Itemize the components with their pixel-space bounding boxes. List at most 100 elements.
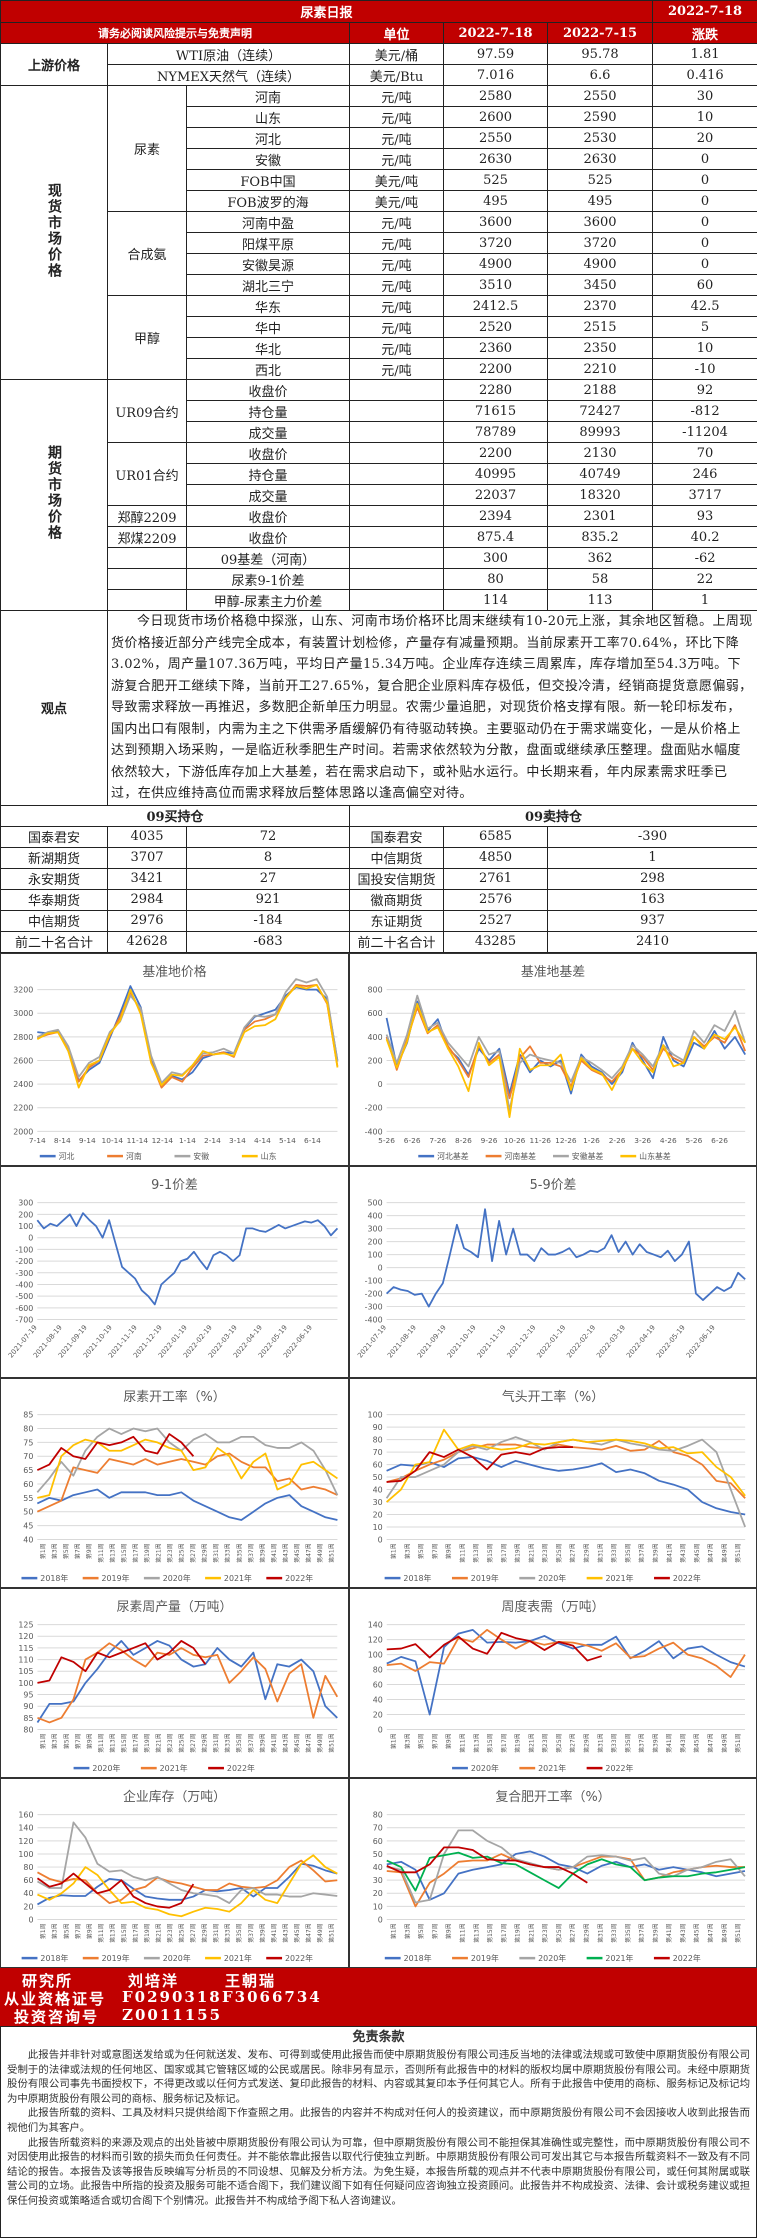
y-tick-label: 800: [368, 985, 383, 994]
x-tick-label: 第41周: [270, 1543, 278, 1562]
today-value: 495: [444, 191, 548, 212]
change-header: 涨跌: [653, 23, 757, 44]
legend-label: 2019年: [102, 1573, 130, 1583]
chart-svg: 周度表需（万吨）020406080100120140第1周第3周第5周第7周第9…: [350, 1589, 756, 1777]
y-tick-label: 160: [18, 1810, 33, 1819]
y-tick-label: 20: [373, 1710, 383, 1719]
x-tick-label: 5-26: [686, 1136, 703, 1145]
y-tick-label: 45: [23, 1521, 33, 1530]
change-value: 70: [653, 443, 757, 464]
x-tick-label: 8-26: [455, 1136, 472, 1145]
section-label-text: 期货市场价格: [44, 445, 64, 541]
x-tick-label: 2021-10-19: [446, 1323, 478, 1359]
buy-volume: 42628: [108, 931, 187, 952]
today-value: 2394: [444, 506, 548, 527]
group-label: [108, 569, 187, 590]
change-value: 42.5: [653, 296, 757, 317]
buy-broker: 前二十名合计: [1, 931, 108, 952]
y-tick-label: 100: [18, 1678, 33, 1687]
today-header: 2022-7-18: [444, 23, 548, 44]
change-value: 5: [653, 317, 757, 338]
x-tick-label: 第35周: [624, 1543, 632, 1562]
group-label: 尿素: [108, 86, 187, 212]
prev-value: 2188: [548, 380, 653, 401]
y-tick-label: 50: [373, 1849, 383, 1858]
legend-label: 2021年: [160, 1763, 188, 1773]
legend-label: 2020年: [538, 1573, 566, 1583]
chart-title: 尿素周产量（万吨）: [117, 1599, 233, 1614]
today-value: 2580: [444, 86, 548, 107]
x-tick-label: 第1周: [390, 1733, 398, 1749]
y-tick-label: 200: [18, 1210, 33, 1219]
x-tick-label: 第21周: [155, 1733, 163, 1752]
x-tick-label: 6-26: [711, 1136, 728, 1145]
today-value: 80: [444, 569, 548, 590]
x-tick-label: 第35周: [235, 1923, 243, 1942]
x-tick-label: 第39周: [258, 1543, 266, 1562]
x-tick-label: 第1周: [39, 1733, 47, 1749]
series-line-河北基差: [387, 1001, 746, 1093]
group-label: 甲醇: [108, 296, 187, 380]
buy-volume: 3421: [108, 868, 187, 889]
x-tick-label: 第49周: [720, 1543, 728, 1562]
x-tick-label: 3-14: [229, 1136, 246, 1145]
x-tick-label: 第41周: [665, 1733, 673, 1752]
y-tick-label: 40: [373, 1485, 383, 1494]
x-tick-label: 第23周: [541, 1923, 549, 1942]
y-tick-label: 500: [368, 1198, 383, 1207]
group-label: 郑煤2209: [108, 527, 187, 548]
x-tick-label: 第33周: [610, 1733, 618, 1752]
y-tick-label: 70: [23, 1452, 33, 1461]
series-line-2021年: [387, 1852, 745, 1890]
sell-volume: 6585: [444, 826, 548, 847]
chart-title: 周度表需（万吨）: [502, 1598, 605, 1614]
legend-label: 2022年: [605, 1763, 633, 1773]
series-line-2020年: [37, 1822, 337, 1903]
legend-label: 2022年: [285, 1573, 313, 1583]
x-tick-label: 第15周: [120, 1923, 128, 1942]
y-tick-label: 100: [368, 1650, 383, 1659]
change-value: 60: [653, 275, 757, 296]
sell-change: 1: [548, 847, 757, 868]
prev-value: 362: [548, 548, 653, 569]
x-tick-label: 6-26: [404, 1136, 421, 1145]
unit-cell: [350, 506, 444, 527]
y-tick-label: 85: [23, 1713, 33, 1722]
item-name: 持仓量: [187, 401, 350, 422]
series-line-9-1价差: [37, 1213, 337, 1304]
today-value: 4900: [444, 254, 548, 275]
change-value: 10: [653, 338, 757, 359]
buy-change: 72: [187, 826, 350, 847]
x-tick-label: 2022-02-19: [565, 1323, 597, 1359]
x-tick-label: 第17周: [500, 1543, 508, 1562]
y-tick-label: 20: [23, 1902, 33, 1911]
group-label: [108, 590, 187, 611]
x-tick-label: 第7周: [431, 1923, 439, 1939]
y-tick-label: 0: [28, 1915, 33, 1924]
sell-holdings-title: 09卖持仓: [350, 805, 757, 826]
y-tick-label: -400: [365, 1315, 383, 1324]
y-tick-label: -100: [365, 1276, 383, 1285]
x-tick-label: 第25周: [555, 1733, 563, 1752]
change-value: 10: [653, 107, 757, 128]
change-value: 30: [653, 86, 757, 107]
prev-value: 40749: [548, 464, 653, 485]
sell-change: 2410: [548, 931, 757, 952]
prev-value: 6.6: [548, 65, 653, 86]
x-tick-label: 第51周: [734, 1923, 742, 1942]
disclaimer-paragraph: 此报告所载资料的来源及观点的出处皆被中原期货股份有限公司认为可靠，但中原期货股份…: [7, 2136, 750, 2209]
legend-label: 2022年: [673, 1573, 701, 1583]
x-tick-label: 9-26: [481, 1136, 498, 1145]
x-tick-label: 第31周: [596, 1923, 604, 1942]
y-tick-label: 0: [378, 1535, 383, 1544]
unit-cell: [350, 443, 444, 464]
risk-notice: 请务必阅读风险提示与免责声明: [1, 23, 350, 44]
x-tick-label: 10-14: [102, 1136, 124, 1145]
unit-cell: 元/吨: [350, 233, 444, 254]
x-tick-label: 第47周: [706, 1733, 714, 1752]
